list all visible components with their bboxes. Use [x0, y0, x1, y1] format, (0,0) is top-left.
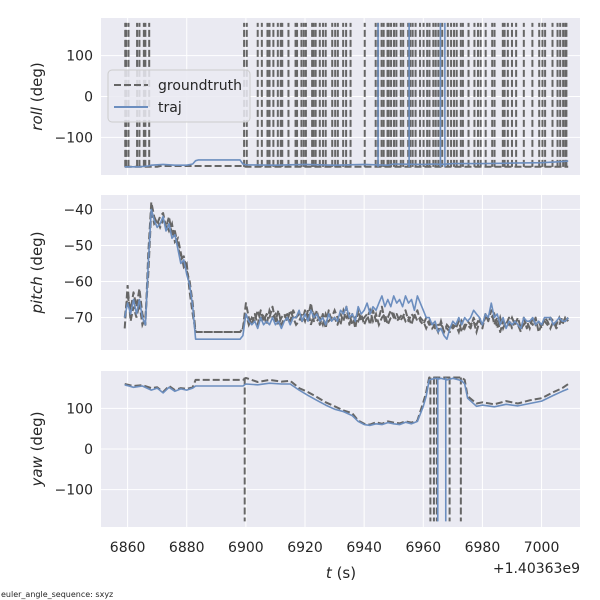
- pitch-y-tick-label: −50: [63, 238, 93, 254]
- pitch-y-tick-label: −60: [63, 275, 93, 291]
- pitch-series-group: [123, 201, 569, 341]
- legend: groundtruth traj: [107, 69, 251, 123]
- pitch-y-axis-label: pitch (deg): [28, 231, 46, 314]
- pitch-y-tick-label: −40: [63, 202, 93, 218]
- yaw-y-axis-label: yaw (deg): [28, 411, 46, 487]
- pitch-plot-area: [101, 195, 580, 350]
- yaw-series-group: [124, 376, 569, 522]
- pitch-traj-line: [123, 208, 569, 341]
- x-tick-label: 6860: [110, 540, 146, 556]
- x-tick-label: 6920: [287, 540, 323, 556]
- yaw-y-axis-label-unit: (deg): [28, 411, 46, 456]
- yaw-y-axis-label-var: yaw: [28, 455, 46, 487]
- legend-box: [107, 69, 251, 123]
- legend-traj-label: traj: [158, 100, 182, 116]
- x-tick-label: 6940: [346, 540, 382, 556]
- roll-traj-line: [124, 159, 569, 168]
- roll-y-tick-label: 0: [84, 90, 93, 106]
- roll-y-tick-label: −100: [55, 130, 93, 146]
- roll-panel: 100 0 −100 roll (deg): [28, 18, 580, 175]
- x-axis-label: t (s): [326, 564, 356, 582]
- x-tick-label: 6980: [465, 540, 501, 556]
- pitch-y-axis-label-var: pitch: [28, 276, 46, 314]
- x-tick-label: 7000: [524, 540, 560, 556]
- yaw-y-tick-label: −100: [55, 483, 93, 499]
- yaw-y-tick-label: 100: [66, 401, 93, 417]
- roll-y-axis-label-var: roll: [28, 106, 46, 131]
- footnote: euler_angle_sequence: sxyz: [1, 590, 113, 599]
- yaw-y-tick-label: 0: [84, 442, 93, 458]
- yaw-traj-line: [124, 377, 569, 427]
- x-tick-label: 6900: [228, 540, 264, 556]
- x-tick-label: 6960: [405, 540, 441, 556]
- legend-groundtruth-label: groundtruth: [158, 78, 242, 94]
- roll-y-axis-label-unit: (deg): [28, 62, 46, 107]
- pitch-y-tick-label: −70: [63, 311, 93, 327]
- roll-y-axis-label: roll (deg): [28, 62, 46, 130]
- panels: 100 0 −100 roll (deg) −40 −50 −60 −70 pitch (deg…: [28, 18, 580, 527]
- x-tick-label: 6880: [169, 540, 205, 556]
- x-tick-labels: 6860 6880 6900 6920 6940 6960 6980 7000: [110, 540, 560, 556]
- pitch-panel: −40 −50 −60 −70 pitch (deg): [28, 195, 580, 350]
- x-offset-label: +1.40363e9: [493, 561, 580, 577]
- yaw-panel: 100 0 −100 yaw (deg): [28, 371, 580, 527]
- roll-y-tick-label: 100: [66, 49, 93, 65]
- pitch-y-axis-label-unit: (deg): [28, 231, 46, 276]
